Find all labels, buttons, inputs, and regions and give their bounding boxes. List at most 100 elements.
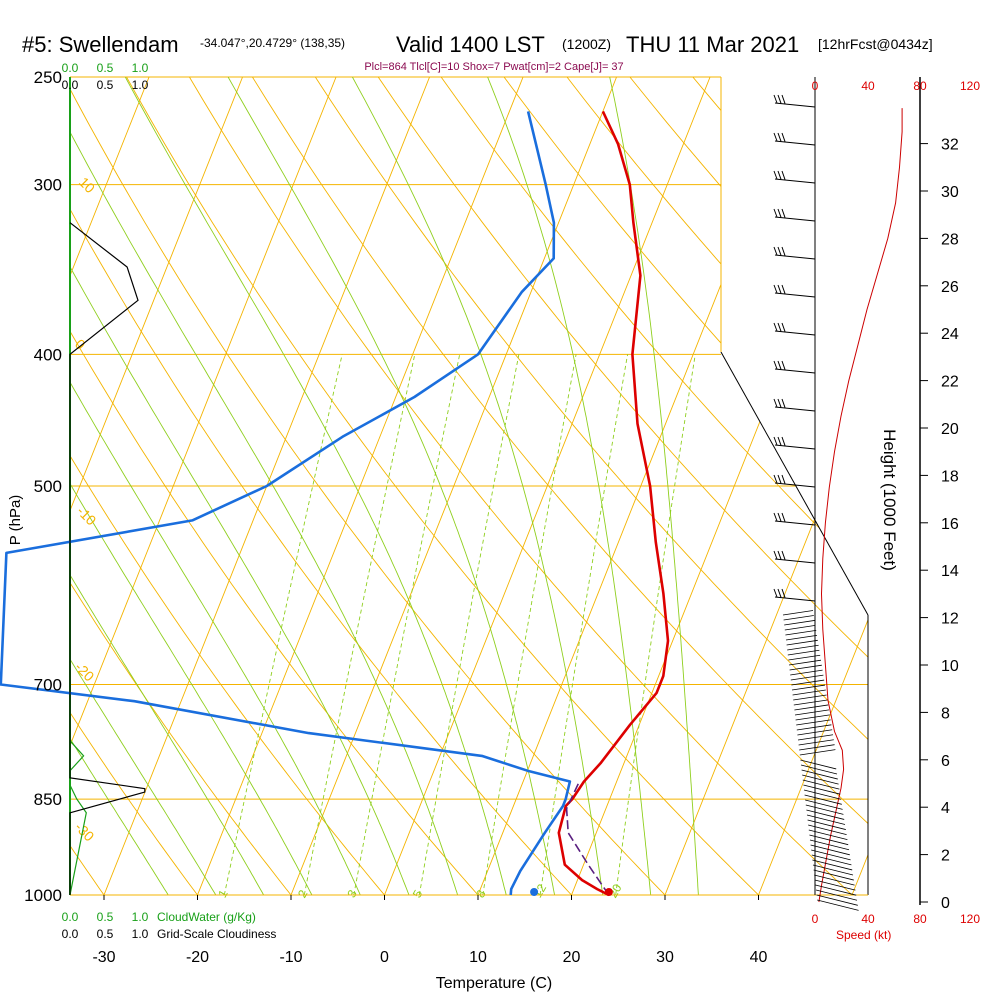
temperature-line: [557, 110, 670, 897]
dry-adiabat-40: [125, 77, 760, 895]
wind-barb-staff: [783, 615, 814, 621]
moist-adiabat--20: [70, 737, 169, 895]
wind-barb-flag: [781, 512, 786, 522]
dry-adiabat-label: -10: [74, 503, 100, 529]
cloudiness-axis-title: Grid-Scale Cloudiness: [157, 927, 276, 941]
x-tick-label: 10: [469, 949, 487, 966]
wind-barb-staff: [794, 704, 829, 711]
wind-barb-flag: [773, 246, 778, 256]
y-tick-label: 400: [34, 345, 62, 364]
wind-barb-flag: [773, 588, 778, 598]
x-tick-label: 30: [656, 949, 674, 966]
wind-barb-flag: [777, 512, 782, 522]
wind-barb-staff: [774, 482, 816, 488]
wind-barb-staff: [790, 674, 824, 681]
cloudiness-tick-bottom: 0.5: [97, 927, 114, 941]
cloudiness-tick-bottom: 0.0: [62, 927, 79, 941]
mixing-ratio-20: [615, 354, 696, 895]
height-axis-title: Height (1000 Feet): [880, 429, 899, 571]
wind-barb-staff: [814, 879, 856, 891]
height-tick-label: 12: [941, 611, 959, 628]
wind-barb-staff: [811, 854, 852, 866]
moist-adiabat--15: [70, 658, 217, 895]
wind-barb-staff: [811, 849, 851, 861]
wind-barb-flag: [777, 170, 782, 180]
wind-barb-staff: [793, 699, 828, 706]
x-tick-label: 20: [563, 949, 581, 966]
wind-barb-staff: [789, 664, 822, 671]
dry-adiabat-100: [503, 77, 868, 500]
height-tick-label: 6: [941, 753, 950, 770]
isotherm-40: [758, 618, 868, 895]
mixing-ratio-2: [303, 354, 416, 895]
moist-adiabat--10: [70, 574, 265, 895]
wind-barb-flag: [773, 512, 778, 522]
chart-valid: Valid 1400 LST: [396, 32, 545, 57]
speed-tick-label-bottom: 0: [812, 912, 819, 926]
y-tick-label: 850: [34, 790, 62, 809]
wind-barb-staff: [807, 819, 846, 830]
wind-barb-staff: [816, 894, 858, 906]
wind-barb-staff: [803, 784, 841, 795]
wind-barb-staff: [782, 610, 814, 616]
isotherm--60: [70, 77, 150, 277]
dry-adiabat-70: [314, 77, 868, 740]
mixing-ratio-3: [353, 354, 461, 895]
isotherm--10: [290, 77, 617, 895]
wind-barb-staff: [808, 829, 848, 841]
wind-barb-staff: [774, 368, 816, 374]
moist-adiabat-25: [351, 77, 604, 895]
parcel-line: [565, 781, 610, 896]
height-tick-label: 18: [941, 468, 959, 485]
wind-barb-staff: [797, 729, 833, 736]
cloudwater-tick-bottom: 0.5: [97, 910, 114, 924]
dry-adiabat-lines: [70, 77, 868, 895]
wind-barb-staff: [815, 889, 858, 901]
height-tick-label: 10: [941, 658, 959, 675]
wind-barb-flag: [781, 94, 786, 104]
wind-barb-staff: [796, 719, 831, 726]
wind-barb-staff: [806, 809, 845, 820]
wind-barb-staff: [774, 254, 816, 260]
wind-barb-staff: [792, 689, 826, 696]
wind-barb-staff: [800, 764, 838, 775]
wind-barb-flag: [777, 588, 782, 598]
wind-barb-staff: [802, 774, 839, 785]
height-tick-label: 26: [941, 279, 959, 296]
mixing-ratio-1: [223, 354, 343, 895]
wind-barb-flag: [773, 322, 778, 332]
wind-barb-flag: [777, 360, 782, 370]
wind-barb-staff: [795, 714, 830, 721]
height-tick-label: 20: [941, 421, 959, 438]
isotherm-0: [384, 77, 711, 895]
y-tick-label: 250: [34, 68, 62, 87]
wind-barb-flag: [781, 398, 786, 408]
mixing-ratio-12: [539, 354, 629, 895]
height-tick-label: 24: [941, 326, 959, 343]
cloudwater-tick-bottom: 0.0: [62, 910, 79, 924]
wind-barb-flag: [773, 436, 778, 446]
dry-adiabat-50: [188, 77, 853, 895]
moist-adiabat--5: [70, 482, 313, 895]
y-tick-label: 300: [34, 176, 62, 195]
mixing-ratio-lines: [223, 354, 696, 895]
mixing-ratio-8: [482, 354, 577, 895]
dry-adiabat-90: [440, 77, 868, 578]
wind-barb-flag: [773, 474, 778, 484]
cloudiness-tick-top: 1.0: [132, 78, 149, 92]
wind-barb-staff: [809, 834, 849, 846]
wind-barb-flag: [777, 436, 782, 446]
wind-barb-flag: [781, 550, 786, 560]
wind-barb-staff: [774, 520, 816, 526]
wind-barb-flag: [781, 170, 786, 180]
y-axis-title: P (hPa): [7, 495, 24, 546]
wind-barb-staff: [784, 625, 816, 631]
chart-title: #5: Swellendam: [22, 32, 179, 57]
x-tick-label: -20: [186, 949, 209, 966]
cloudiness-tick-top: 0.0: [62, 78, 79, 92]
wind-barb-flag: [777, 398, 782, 408]
height-tick-label: 30: [941, 184, 959, 201]
wind-barb-flag: [773, 170, 778, 180]
y-tick-label: 1000: [24, 886, 62, 905]
